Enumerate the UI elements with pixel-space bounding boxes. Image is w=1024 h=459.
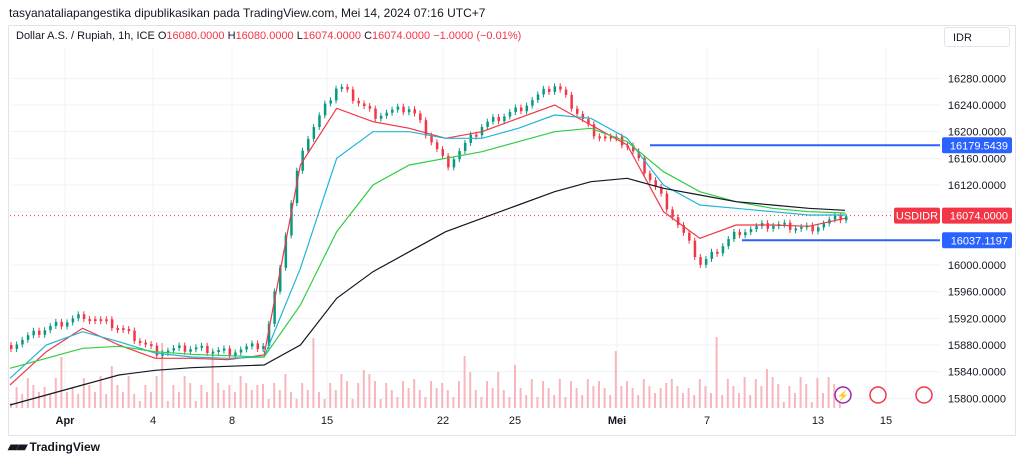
chart-caption: tasyanataliapangestika dipublikasikan pa… (9, 6, 486, 20)
symbol-legend: Dollar A.S. / Rupiah, 1h, ICE O16080.000… (16, 30, 521, 42)
open-value: 16080.0000 (166, 30, 225, 42)
open-label: O (157, 30, 167, 42)
low-value: 16074.0000 (302, 30, 361, 42)
brand-name: TradingView (29, 439, 101, 454)
tradingview-brand[interactable]: ▰▰ TradingView (8, 438, 100, 455)
close-label: C (364, 30, 373, 42)
low-label: L (296, 30, 303, 42)
close-value: 16074.0000 (372, 30, 431, 42)
high-label: H (227, 30, 236, 42)
high-value: 16080.0000 (235, 30, 294, 42)
currency-selector[interactable]: IDR (944, 27, 1010, 47)
tradingview-logo-icon: ▰▰ (8, 438, 27, 454)
chart-frame (8, 25, 1016, 436)
symbol-name: Dollar A.S. / Rupiah, 1h, ICE (16, 30, 155, 42)
change-value: −1.0000 (−0.01%) (433, 30, 522, 42)
